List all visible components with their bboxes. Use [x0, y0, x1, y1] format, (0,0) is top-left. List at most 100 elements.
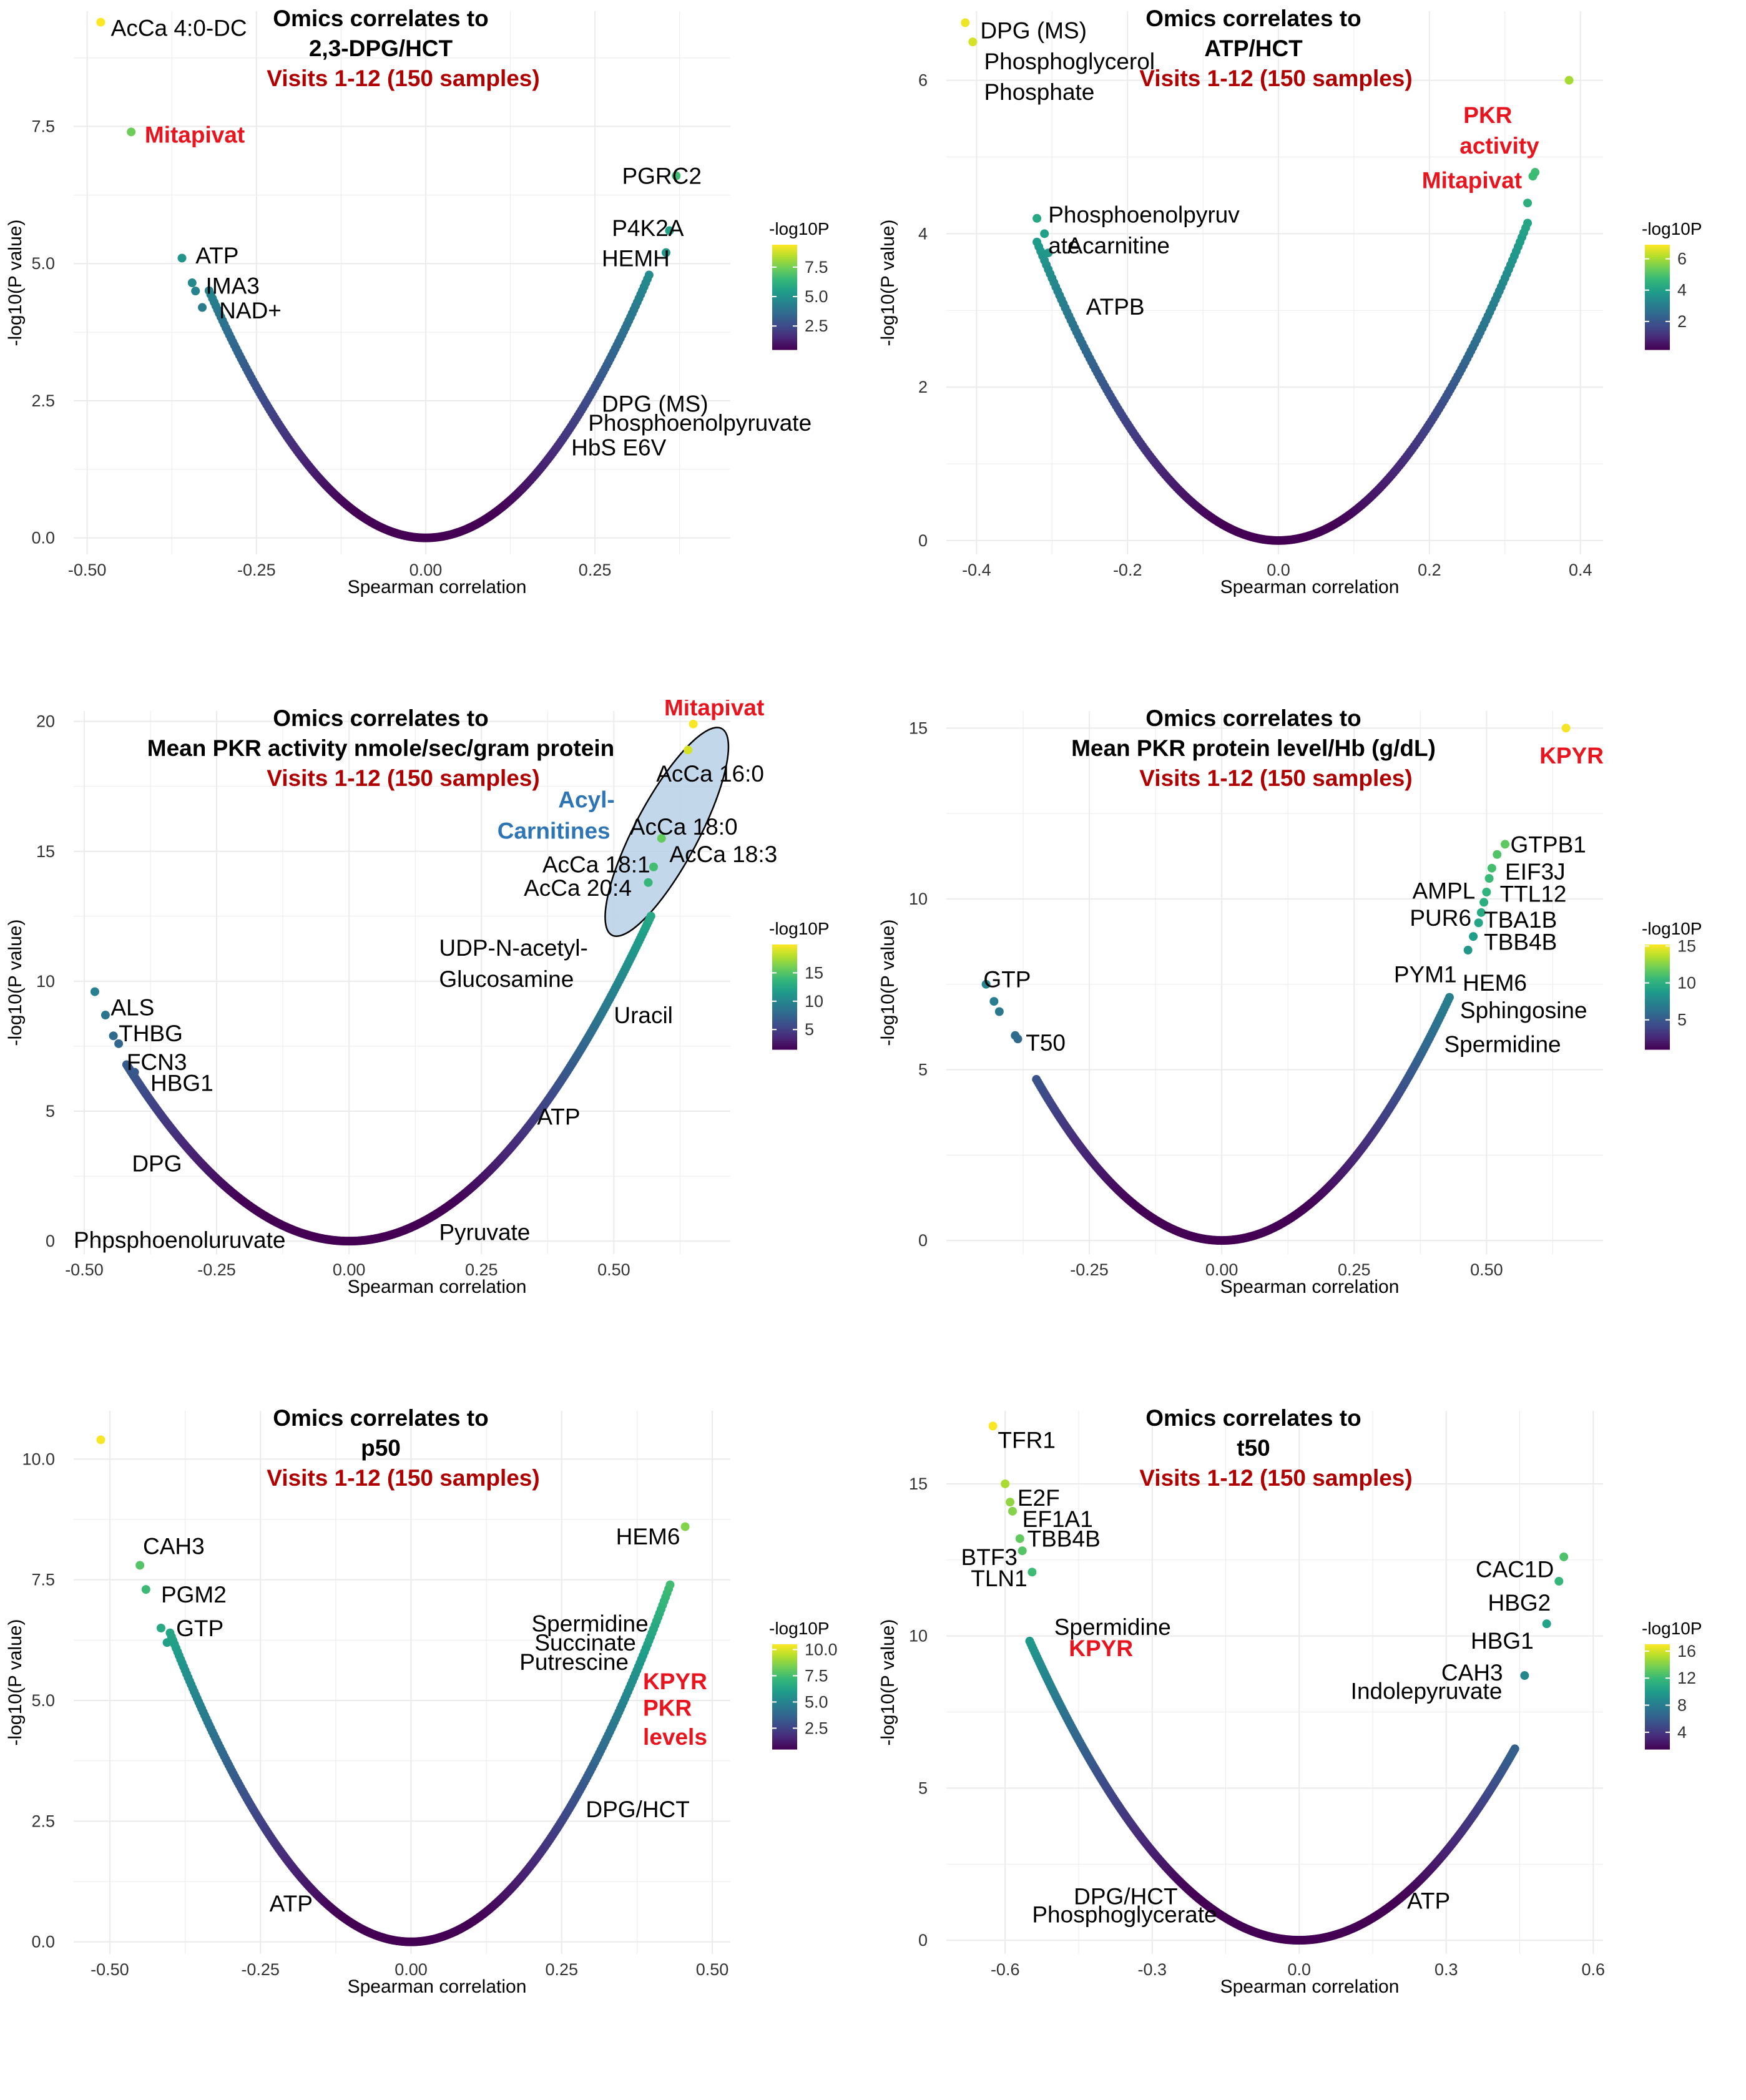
legend-color-step: [1645, 986, 1670, 989]
y-tick-label: 7.5: [31, 117, 55, 136]
legend-color-step: [772, 1667, 797, 1669]
volcano-curve-points: [122, 911, 655, 1246]
y-tick-label: 0: [918, 531, 928, 550]
legend-color-step: [1645, 323, 1670, 326]
legend-color-step: [772, 1662, 797, 1664]
x-tick-label: 0.0: [1287, 1960, 1311, 1979]
legend-tick-label: 2.5: [805, 1719, 828, 1737]
data-point: [187, 278, 197, 287]
legend-color-step: [1645, 276, 1670, 278]
legend-color-step: [772, 1723, 797, 1725]
legend-color-step: [1645, 995, 1670, 998]
legend-color-step: [1645, 1016, 1670, 1019]
legend-color-step: [772, 1709, 797, 1711]
legend-color-step: [772, 1041, 797, 1043]
legend-color-step: [772, 1697, 797, 1699]
legend-color-step: [772, 246, 797, 249]
legend-color-step: [772, 328, 797, 331]
legend-tick-label: 16: [1677, 1642, 1696, 1661]
legend-color-step: [1645, 1693, 1670, 1695]
y-tick-label: 10: [909, 890, 928, 908]
label-acca-18-0: AcCa 18:0: [630, 814, 738, 840]
legend-color-step: [772, 1688, 797, 1690]
label-phosphoenolpyruv: Phosphoenolpyruv: [1048, 202, 1240, 228]
legend-color-step: [1645, 1041, 1670, 1043]
label-spermidine: Spermidine: [1444, 1031, 1561, 1057]
legend-color-step: [772, 300, 797, 303]
label-ate: ate: [1048, 233, 1080, 258]
legend-color-step: [772, 1700, 797, 1702]
legend-color-step: [1645, 248, 1670, 250]
chart-subtitle: Visits 1-12 (150 samples): [1139, 765, 1412, 791]
panel-omics-vs-pkr-protein: -0.25 0.00 0.25 0.50 0 5 10 15 Spearman correlat…: [878, 705, 1702, 1297]
legend-color-step: [1645, 1730, 1670, 1732]
legend-tick-label: 12: [1677, 1669, 1696, 1687]
x-axis-title: Spearman correlation: [1220, 577, 1400, 597]
data-point: [1493, 850, 1502, 859]
x-tick-label: -0.3: [1137, 1960, 1167, 1979]
legend-color-step: [772, 271, 797, 273]
legend-color-step: [772, 283, 797, 285]
legend-color-step: [1645, 342, 1670, 345]
legend-color-step: [1645, 978, 1670, 980]
legend-color-step: [772, 1023, 797, 1026]
outlier-points: [96, 1435, 690, 1647]
legend-color-step: [1645, 1715, 1670, 1719]
label-acyl: Acyl-: [558, 787, 614, 813]
legend-color-step: [772, 1674, 797, 1676]
volcano-curve-points: [1032, 993, 1454, 1245]
data-point: [968, 37, 978, 47]
label-e2f: E2F: [1018, 1485, 1060, 1511]
label-atp: ATP: [1407, 1888, 1450, 1914]
legend-color-step: [1645, 295, 1670, 298]
legend-color-step: [772, 1018, 797, 1020]
data-point: [130, 1067, 139, 1077]
legend-color-step: [772, 1689, 797, 1692]
volcano-curve-points: [165, 1580, 675, 1946]
data-point: [1001, 1479, 1010, 1488]
y-axis-title: -log10(P value): [5, 220, 26, 346]
data-point: [981, 979, 991, 989]
data-point: [177, 253, 187, 263]
legend-color-step: [772, 1739, 797, 1741]
data-point: [680, 1522, 690, 1531]
label-mitapivat: Mitapivat: [664, 700, 764, 720]
data-point: [1561, 724, 1571, 733]
legend-color-step: [1645, 320, 1670, 322]
legend-color-step: [1645, 971, 1670, 973]
legend-color-step: [772, 1035, 797, 1038]
legend-color-step: [772, 278, 797, 280]
data-point: [1484, 874, 1494, 883]
data-point: [1564, 76, 1574, 85]
label-p4k2a: P4K2A: [612, 215, 684, 241]
legend-color-step: [772, 984, 797, 987]
legend-color-step: [1645, 330, 1670, 333]
x-tick-label: 0.25: [579, 561, 612, 579]
legend-color-step: [772, 1016, 797, 1019]
legend-color-step: [1645, 1026, 1670, 1029]
legend-color-step: [772, 348, 797, 350]
data-point: [1501, 840, 1510, 849]
legend-color-step: [1645, 1006, 1670, 1008]
x-tick-label: -0.2: [1113, 561, 1142, 579]
legend-color-step: [772, 318, 797, 320]
chart-title-line: t50: [1237, 1435, 1270, 1461]
label-ttl12: TTL12: [1500, 881, 1567, 907]
legend-color-step: [1645, 298, 1670, 302]
legend-title: -log10P: [769, 919, 830, 938]
legend-color-step: [772, 323, 797, 326]
label-succinate: Succinate: [534, 1630, 636, 1656]
legend-color-step: [1645, 981, 1670, 984]
data-point: [644, 878, 653, 887]
legend-color-step: [1645, 1704, 1670, 1706]
legend-color-step: [1645, 1700, 1670, 1702]
legend-color-step: [772, 997, 797, 999]
y-tick-label: 5.0: [31, 254, 55, 273]
legend-color-step: [1645, 339, 1670, 341]
legend-color-step: [1645, 1028, 1670, 1031]
legend-tick-label: 10: [805, 992, 823, 1011]
data-point: [689, 719, 698, 729]
legend-color-step: [772, 302, 797, 305]
legend-color-step: [1645, 281, 1670, 284]
